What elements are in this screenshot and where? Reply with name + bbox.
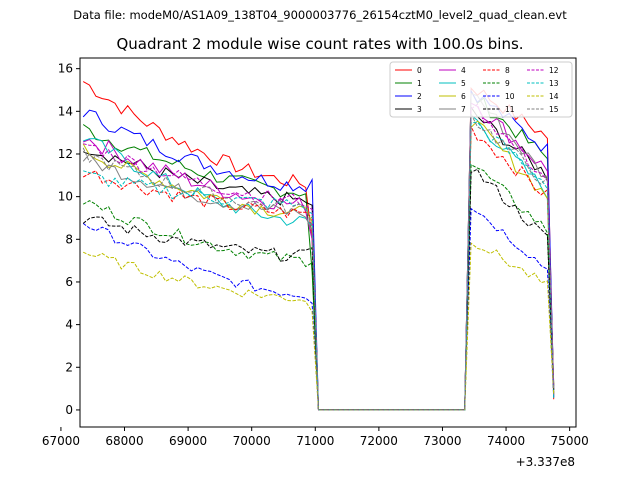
x-tick-label: 67000 [42,434,80,448]
series-line-15 [82,113,555,411]
y-tick-label: 4 [65,318,73,332]
series-line-10 [82,207,555,411]
legend-label-6: 6 [461,92,466,101]
x-tick-label: 74000 [487,434,525,448]
plot-frame [79,57,577,428]
y-axis: 0 2 4 6 8 10 12 14 16 [58,62,80,417]
series-line-13 [83,121,555,411]
legend-label-1: 1 [417,79,422,88]
legend-label-4: 4 [461,66,466,75]
legend-label-0: 0 [417,66,422,75]
legend-label-12: 12 [549,66,559,75]
legend-box [389,61,573,118]
x-tick-label: 69000 [169,434,207,448]
x-tick-label: 71000 [296,434,334,448]
x-offset-label: +3.337e8 [516,455,575,469]
x-tick-label: 70000 [233,434,271,448]
series-line-1 [82,90,555,411]
x-tick-label: 73000 [423,434,461,448]
x-tick-label: 72000 [360,434,398,448]
y-tick-label: 2 [65,360,73,374]
y-tick-label: 16 [58,62,73,76]
series-line-6 [82,120,555,411]
y-tick-label: 14 [58,104,73,118]
legend-label-3: 3 [417,105,422,114]
legend-label-5: 5 [461,79,466,88]
y-tick-label: 10 [58,190,73,204]
x-tick-label: 68000 [105,434,143,448]
legend-label-7: 7 [461,105,466,114]
series-line-9 [82,163,555,411]
chart-title: Quadrant 2 module wise count rates with … [116,35,524,53]
legend-label-14: 14 [549,92,559,101]
legend-label-15: 15 [549,105,559,114]
y-tick-label: 8 [65,232,73,246]
series-line-14 [82,242,555,411]
series-line-11 [82,168,555,411]
series-line-7 [82,92,555,411]
legend-label-9: 9 [505,79,510,88]
data-file-label: Data file: modeM0/AS1A09_138T04_90000037… [73,8,567,22]
x-tick-label: 75000 [551,434,589,448]
y-tick-label: 6 [65,275,73,289]
legend-label-8: 8 [505,66,510,75]
series-line-12 [83,103,555,411]
legend-label-2: 2 [417,92,422,101]
series-layer [82,81,555,411]
legend-label-10: 10 [505,92,515,101]
y-tick-label: 12 [58,147,73,161]
y-tick-label: 0 [65,403,73,417]
x-axis: 67000 68000 69000 70000 71000 72000 73000 74000… [42,427,589,448]
legend-label-11: 11 [505,105,515,114]
legend-label-13: 13 [549,79,559,88]
